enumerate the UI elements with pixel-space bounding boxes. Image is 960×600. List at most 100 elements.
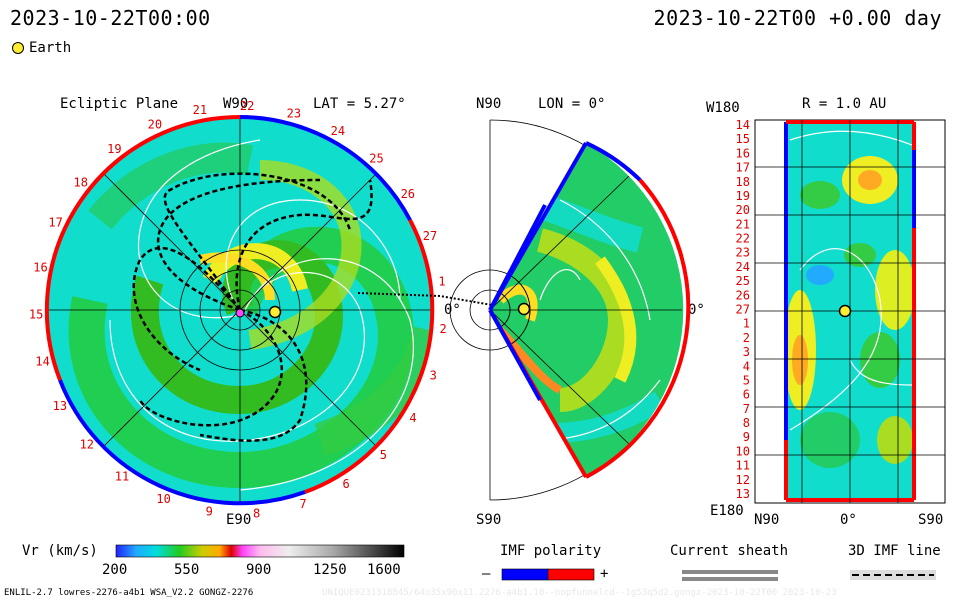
radial-tick-12: 12 [736,473,750,487]
imf-plus-label: + [600,566,609,582]
rim-label-21: 21 [193,103,207,117]
radial-tick-9: 9 [743,430,750,444]
lat-label: LAT = 5.27° [313,96,406,112]
radial-panel [754,119,946,504]
rim-label-7: 7 [299,497,306,511]
colorbar-tick-1250: 1250 [313,562,347,578]
radial-top-left-label: W180 [706,100,740,116]
rim-label-8: 8 [253,506,260,520]
model-info: ENLIL-2.7 lowres-2276-a4b1 WSA_V2.2 GONG… [4,588,254,598]
rim-label-11: 11 [115,469,129,483]
rim-label-24: 24 [331,124,345,138]
radial-tick-16: 16 [736,146,750,160]
imf3d-title: 3D IMF line [848,543,941,559]
meridional-plane-panel [449,119,691,501]
rim-label-16: 16 [33,261,47,275]
rim-label-3: 3 [430,368,437,382]
ecliptic-spiral-streams [47,117,433,503]
rim-label-1: 1 [438,275,445,289]
colorbar-tick-200: 200 [102,562,128,578]
rim-label-23: 23 [287,106,301,120]
rim-label-13: 13 [53,399,67,413]
radial-tick-21: 21 [736,217,750,231]
radial-bottom-left-label: E180 [710,503,744,519]
radial-tick-2: 2 [743,331,750,345]
sun-marker-icon [235,308,245,318]
radial-r-label: R = 1.0 AU [802,96,887,112]
earth-marker-icon [12,42,24,54]
imf-minus-swatch [501,568,549,581]
radial-tick-7: 7 [743,402,750,416]
earth-marker-meridional-icon [517,302,531,316]
rim-label-4: 4 [409,411,416,425]
watermark-text: UNIQUE0231318845/64o35x90x11.2276-a4b1.1… [322,588,837,598]
radial-tick-8: 8 [743,416,750,430]
earth-marker-ecliptic-icon [268,305,282,319]
ecliptic-plane-panel [44,115,493,506]
imf-polarity-title: IMF polarity [500,543,602,559]
imf-minus-label: – [482,566,491,582]
vr-colorbar [115,544,405,558]
rim-label-14: 14 [35,355,49,369]
rim-label-15: 15 [29,308,43,322]
radial-tick-17: 17 [736,161,750,175]
datetime-left: 2023-10-22T00:00 [10,6,211,30]
colorbar-tick-1600: 1600 [367,562,401,578]
lon-label: LON = 0° [538,96,606,112]
rim-label-2: 2 [439,322,446,336]
radial-tick-3: 3 [743,345,750,359]
radial-x-right: S90 [918,512,944,528]
datetime-right: 2023-10-22T00 +0.00 day [653,6,942,30]
rim-label-25: 25 [369,151,383,165]
radial-tick-14: 14 [736,118,750,132]
radial-tick-22: 22 [736,232,750,246]
imf3d-swatch [850,570,936,580]
rim-label-17: 17 [48,216,62,230]
imf-plus-swatch [547,568,595,581]
rim-label-12: 12 [80,438,94,452]
meridional-right-label: 0° [688,302,705,318]
current-sheath-title: Current sheath [670,543,789,559]
radial-x-left: N90 [754,512,780,528]
radial-tick-6: 6 [743,388,750,402]
radial-tick-24: 24 [736,260,750,274]
ecliptic-right-label: 0° [444,302,461,318]
radial-tick-5: 5 [743,374,750,388]
rim-label-27: 27 [423,229,437,243]
radial-tick-25: 25 [736,274,750,288]
radial-tick-18: 18 [736,175,750,189]
radial-tick-27: 27 [736,303,750,317]
ecliptic-title: Ecliptic Plane [60,96,179,112]
colorbar-tick-550: 550 [174,562,200,578]
radial-tick-19: 19 [736,189,750,203]
radial-tick-11: 11 [736,459,750,473]
colorbar-tick-900: 900 [246,562,272,578]
meridional-bottom-label: S90 [476,512,502,528]
rim-label-6: 6 [342,477,349,491]
rim-label-20: 20 [148,118,162,132]
radial-x-mid: 0° [840,512,857,528]
meridional-top-label: N90 [476,96,502,112]
rim-label-18: 18 [73,176,87,190]
rim-label-22: 22 [240,99,254,113]
rim-label-26: 26 [401,187,415,201]
ecliptic-bottom-label: E90 [226,512,252,528]
radial-tick-26: 26 [736,288,750,302]
radial-tick-13: 13 [736,487,750,501]
rim-label-5: 5 [380,448,387,462]
rim-label-10: 10 [156,492,170,506]
radial-tick-10: 10 [736,444,750,458]
rim-label-19: 19 [107,142,121,156]
colorbar-label: Vr (km/s) [22,543,98,559]
earth-marker-radial-icon [838,304,852,318]
meridional-streams [490,174,682,446]
radial-tick-23: 23 [736,246,750,260]
radial-tick-15: 15 [736,132,750,146]
earth-legend: Earth [12,40,71,56]
earth-legend-label: Earth [29,40,72,56]
radial-tick-20: 20 [736,203,750,217]
ecliptic-top-label: W90 [223,96,249,112]
radial-tick-1: 1 [743,317,750,331]
